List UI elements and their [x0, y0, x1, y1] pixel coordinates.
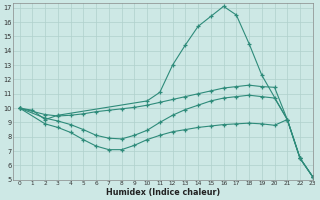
X-axis label: Humidex (Indice chaleur): Humidex (Indice chaleur)	[106, 188, 220, 197]
